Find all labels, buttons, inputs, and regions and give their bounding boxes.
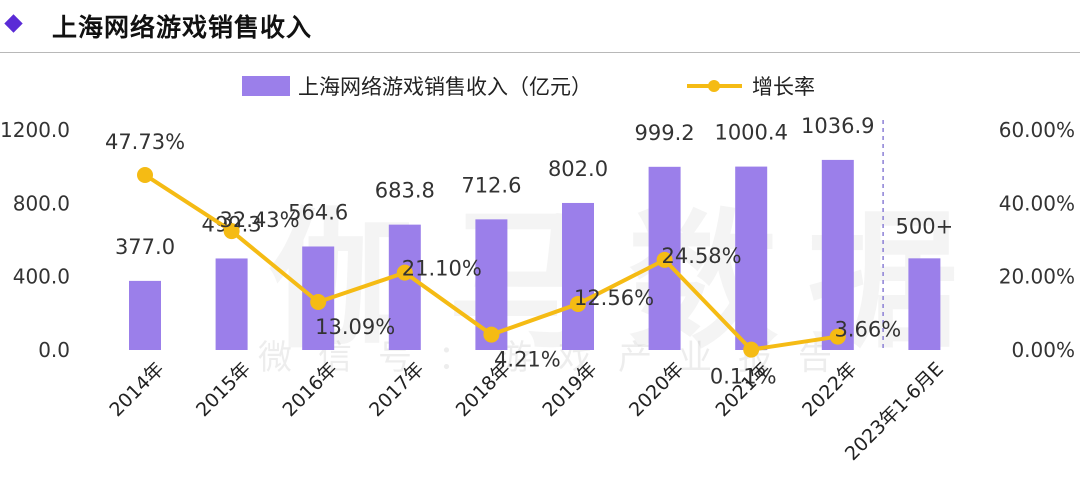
legend-bar-label: 上海网络游戏销售收入（亿元）	[298, 75, 592, 99]
y-right-tick-label: 0.00%	[1011, 338, 1075, 362]
growth-value-label: 47.73%	[105, 130, 185, 154]
growth-value-label: 0.11%	[710, 365, 777, 389]
x-tick-label: 2015年	[192, 358, 255, 421]
legend-line-label: 增长率	[752, 75, 815, 99]
bar-3	[388, 224, 421, 350]
x-tick-label: 2018年	[452, 358, 515, 421]
growth-marker-8	[829, 328, 846, 345]
bar-value-label: 802.0	[548, 157, 608, 181]
growth-marker-7	[743, 341, 760, 358]
bar-0	[129, 280, 161, 350]
x-tick-label: 2022年	[798, 358, 861, 421]
y-right-tick-label: 60.00%	[999, 118, 1075, 142]
growth-value-label: 3.66%	[834, 318, 901, 342]
page-title: 上海网络游戏销售收入	[52, 13, 313, 42]
bar-value-label: 712.6	[461, 173, 521, 197]
growth-value-label: 32.43%	[220, 208, 300, 232]
chart-header: 上海网络游戏销售收入	[0, 0, 1080, 52]
y-right-tick-label: 20.00%	[999, 265, 1075, 289]
growth-marker-6	[656, 251, 673, 268]
x-tick-label: 2017年	[365, 358, 428, 421]
x-tick-label: 2016年	[279, 358, 342, 421]
bar-1	[215, 258, 248, 350]
bar-7	[735, 166, 768, 350]
growth-marker-3	[396, 264, 413, 281]
growth-marker-0	[137, 166, 153, 183]
growth-value-label: 24.58%	[662, 244, 742, 268]
growth-value-label: 4.21%	[494, 348, 561, 372]
y-left-tick-label: 400.0	[13, 265, 70, 289]
bar-value-label: 1036.9	[801, 114, 874, 138]
bar-9	[908, 258, 941, 350]
y-left-tick-label: 800.0	[13, 191, 70, 215]
growth-value-label: 13.09%	[315, 315, 395, 339]
bar-value-label: 500+	[896, 214, 954, 238]
growth-marker-1	[223, 223, 240, 240]
bar-5	[562, 202, 594, 350]
y-left-tick-label: 1200.0	[0, 118, 70, 142]
bar-value-label: 999.2	[635, 121, 695, 145]
bar-value-label: 683.8	[375, 179, 435, 203]
y-right-tick-label: 40.00%	[999, 191, 1075, 215]
bar-value-label: 564.6	[288, 200, 348, 224]
growth-value-label: 12.56%	[574, 286, 654, 310]
y-left-tick-label: 0.0	[38, 338, 70, 362]
growth-value-label: 21.10%	[402, 257, 482, 281]
growth-marker-5	[570, 295, 586, 312]
growth-marker-2	[310, 294, 327, 311]
x-tick-label: 2020年	[625, 358, 688, 421]
bar-value-label: 1000.4	[714, 121, 787, 145]
header-divider	[0, 52, 1080, 53]
legend-line-marker	[708, 80, 720, 92]
bar-value-label: 377.0	[115, 235, 175, 259]
bar-8	[821, 159, 854, 350]
x-tick-label: 2014年	[105, 358, 168, 421]
legend-bar-swatch	[242, 76, 290, 96]
growth-marker-4	[483, 326, 500, 343]
